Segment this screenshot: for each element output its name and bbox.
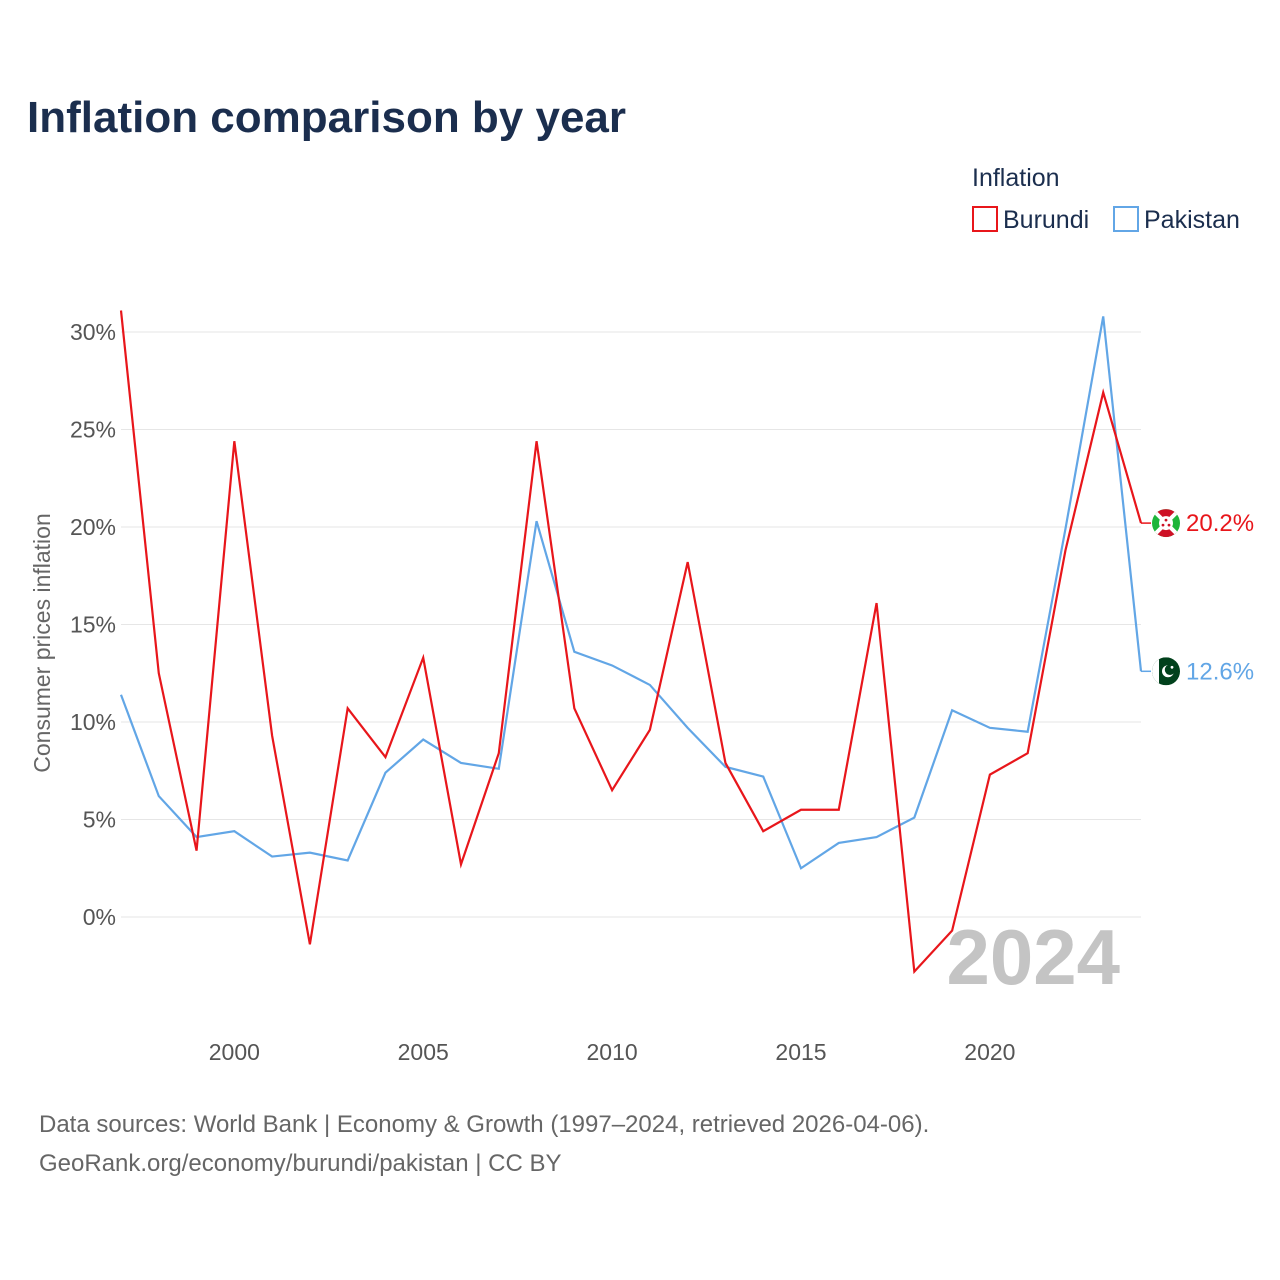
y-tick-label: 0% <box>83 904 116 930</box>
series-line-burundi <box>119 310 1143 975</box>
x-tick-layer: 2000 2005 2010 2015 2020 <box>209 1039 1016 1065</box>
legend-swatch-pakistan <box>1113 206 1139 232</box>
source-line-2: GeoRank.org/economy/burundi/pakistan | C… <box>39 1150 562 1177</box>
source-line-1: Data sources: World Bank | Economy & Gro… <box>39 1111 929 1138</box>
series-line-pakistan <box>119 316 1143 870</box>
y-axis-label: Consumer prices inflation <box>29 513 55 773</box>
legend-item-pakistan[interactable]: Pakistan <box>1113 206 1240 234</box>
x-tick-label: 2010 <box>587 1039 638 1065</box>
end-label-burundi: 20.2% <box>1186 510 1254 537</box>
chart-title: Inflation comparison by year <box>27 93 626 142</box>
end-label-layer: 20.2% 12.6% <box>1141 509 1254 686</box>
current-year-watermark: 2024 <box>946 913 1120 1001</box>
series-layer <box>119 310 1143 975</box>
y-tick-label: 15% <box>70 612 116 638</box>
x-tick-label: 2005 <box>398 1039 449 1065</box>
burundi-flag-icon <box>1152 509 1180 538</box>
legend-item-burundi[interactable]: Burundi <box>972 206 1089 234</box>
y-tick-label: 20% <box>70 514 116 540</box>
y-tick-layer: 0% 5% 10% 15% 20% 25% 30% <box>70 319 116 930</box>
x-tick-label: 2020 <box>964 1039 1015 1065</box>
legend: Inflation Burundi Pakistan <box>972 164 1240 234</box>
x-tick-label: 2000 <box>209 1039 260 1065</box>
y-tick-label: 10% <box>70 709 116 735</box>
legend-swatch-burundi <box>972 206 998 232</box>
grid-layer <box>121 331 1141 918</box>
legend-title: Inflation <box>972 164 1060 192</box>
end-label-pakistan: 12.6% <box>1186 658 1254 685</box>
pakistan-flag-icon <box>1152 657 1180 686</box>
y-tick-label: 25% <box>70 417 116 443</box>
legend-label-burundi: Burundi <box>1003 206 1089 234</box>
x-tick-label: 2015 <box>775 1039 826 1065</box>
y-tick-label: 30% <box>70 319 116 345</box>
legend-label-pakistan: Pakistan <box>1144 206 1240 234</box>
y-tick-label: 5% <box>83 807 116 833</box>
